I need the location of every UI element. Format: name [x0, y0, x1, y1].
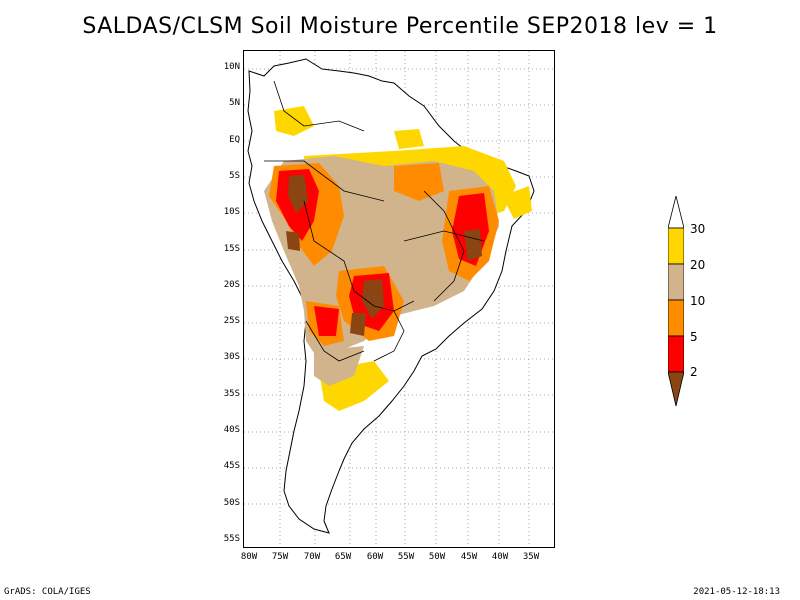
lat-label-5s: 5S [229, 171, 240, 181]
lon-label-60w: 60W [366, 552, 384, 562]
lat-label-10s: 10S [223, 207, 240, 217]
lat-label-40s: 40S [223, 425, 240, 435]
percentile-colorbar [668, 196, 684, 407]
lat-label-55s: 55S [223, 534, 240, 544]
footer-credit: GrADS: COLA/IGES [4, 587, 91, 597]
lat-label-15s: 15S [223, 244, 240, 254]
lon-label-75w: 75W [271, 552, 289, 562]
south-america-map [244, 51, 554, 547]
lat-label-eq: EQ [229, 135, 240, 145]
country-borders [264, 80, 485, 362]
lon-label-45w: 45W [460, 552, 478, 562]
percentile-fields [264, 106, 532, 411]
lon-label-40w: 40W [491, 552, 509, 562]
lat-label-10n: 10N [223, 62, 240, 72]
lat-label-50s: 50S [223, 498, 240, 508]
colorbar-bin-10-20 [668, 263, 684, 301]
legend-label-30: 30 [690, 222, 706, 236]
colorbar-bin-5-10 [668, 299, 684, 337]
colorbar-bin-2-5 [668, 335, 684, 373]
lat-label-35s: 35S [223, 389, 240, 399]
lat-label-20s: 20S [223, 280, 240, 290]
lon-label-80w: 80W [240, 552, 258, 562]
colorbar-top-arrow [668, 196, 684, 229]
lon-label-35w: 35W [522, 552, 540, 562]
lon-label-65w: 65W [334, 552, 352, 562]
map-panel [243, 50, 555, 548]
colorbar-bottom-arrow [668, 371, 684, 407]
legend-label-5: 5 [690, 330, 698, 344]
lat-label-45s: 45S [223, 461, 240, 471]
lon-label-70w: 70W [303, 552, 321, 562]
footer-timestamp: 2021-05-12-18:13 [693, 587, 780, 597]
lon-label-55w: 55W [397, 552, 415, 562]
colorbar-bin-20-30 [668, 227, 684, 265]
lat-label-5n: 5N [229, 98, 240, 108]
legend-label-10: 10 [690, 294, 706, 308]
lat-label-25s: 25S [223, 316, 240, 326]
legend-label-20: 20 [690, 258, 706, 272]
lat-label-30s: 30S [223, 352, 240, 362]
map-title: SALDAS/CLSM Soil Moisture Percentile SEP… [82, 14, 718, 39]
legend-label-2: 2 [690, 365, 698, 379]
lon-label-50w: 50W [428, 552, 446, 562]
